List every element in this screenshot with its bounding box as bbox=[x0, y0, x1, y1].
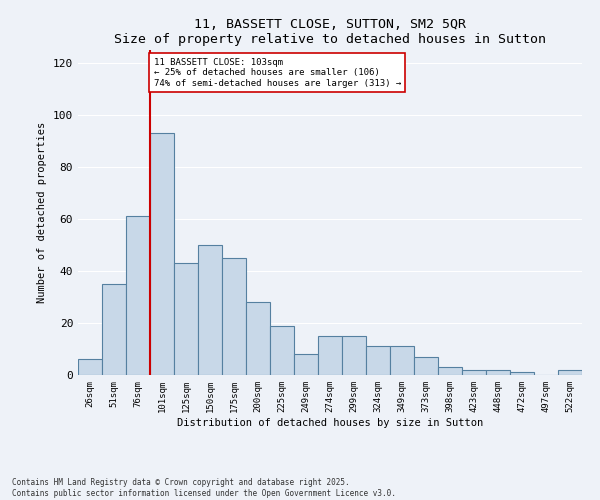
Bar bbox=[366, 346, 390, 375]
Bar bbox=[78, 360, 102, 375]
Bar bbox=[126, 216, 150, 375]
Text: Contains HM Land Registry data © Crown copyright and database right 2025.
Contai: Contains HM Land Registry data © Crown c… bbox=[12, 478, 396, 498]
Bar bbox=[102, 284, 126, 375]
Title: 11, BASSETT CLOSE, SUTTON, SM2 5QR
Size of property relative to detached houses : 11, BASSETT CLOSE, SUTTON, SM2 5QR Size … bbox=[114, 18, 546, 46]
Bar bbox=[174, 263, 198, 375]
Y-axis label: Number of detached properties: Number of detached properties bbox=[37, 122, 47, 303]
Text: 11 BASSETT CLOSE: 103sqm
← 25% of detached houses are smaller (106)
74% of semi-: 11 BASSETT CLOSE: 103sqm ← 25% of detach… bbox=[154, 58, 401, 88]
Bar bbox=[246, 302, 270, 375]
Bar bbox=[294, 354, 318, 375]
Bar bbox=[414, 357, 438, 375]
Bar bbox=[318, 336, 342, 375]
Bar bbox=[438, 367, 462, 375]
Bar bbox=[390, 346, 414, 375]
Bar bbox=[342, 336, 366, 375]
Bar bbox=[462, 370, 486, 375]
Bar bbox=[150, 133, 174, 375]
X-axis label: Distribution of detached houses by size in Sutton: Distribution of detached houses by size … bbox=[177, 418, 483, 428]
Bar bbox=[198, 245, 222, 375]
Bar bbox=[270, 326, 294, 375]
Bar bbox=[486, 370, 510, 375]
Bar bbox=[222, 258, 246, 375]
Bar bbox=[558, 370, 582, 375]
Bar bbox=[510, 372, 534, 375]
